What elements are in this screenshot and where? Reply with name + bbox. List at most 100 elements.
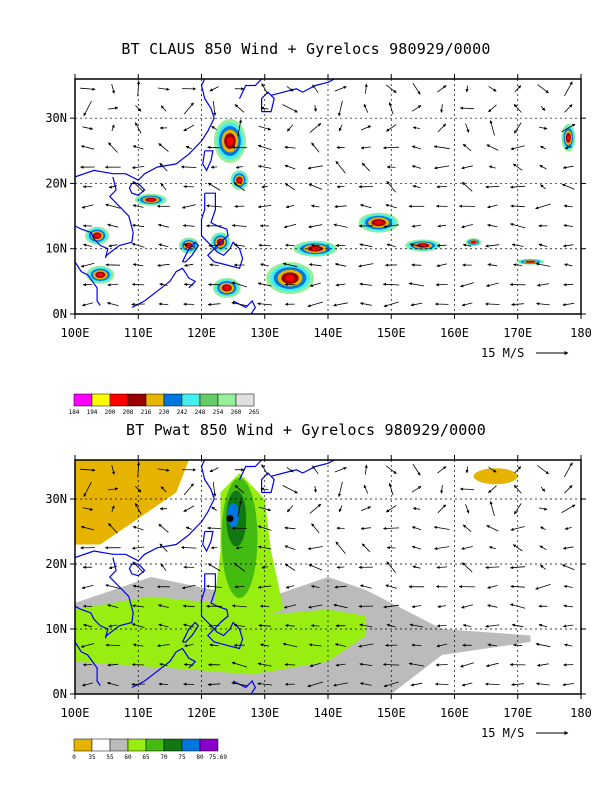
wind-arrow — [563, 663, 574, 667]
panel-bottom: 100E 110E 120E 130E 140E 150E 160E 170E 180 0N 10N… — [45, 455, 592, 761]
wind-arrow — [359, 243, 373, 248]
wind-arrow — [536, 682, 550, 686]
wind-arrow — [409, 623, 424, 628]
wind-arrow — [536, 283, 549, 287]
wind-arrow — [564, 526, 572, 530]
x-tick-label: 180 — [570, 326, 592, 340]
wind-arrow — [563, 584, 573, 589]
wind-arrow — [359, 584, 372, 589]
wind-arrow — [562, 302, 575, 307]
wind-arrow — [105, 203, 121, 209]
wind-arrow — [435, 283, 448, 287]
wind-arrow — [80, 145, 95, 150]
coastline — [75, 641, 101, 686]
colorbar-label: 200 — [105, 409, 116, 416]
x-tick-label: 160E — [440, 326, 469, 340]
panel-top: 100E 110E 120E 130E 140E 150E 160E 170E 180 0N 10N… — [45, 74, 592, 416]
wind-arrow — [561, 504, 576, 513]
colorbar-swatch — [181, 738, 201, 752]
cloud-cluster-ring — [566, 134, 570, 141]
wind-arrow — [489, 500, 495, 517]
wind-arrow — [539, 545, 547, 551]
wind-arrow — [383, 604, 399, 609]
wind-arrow — [562, 546, 574, 550]
wind-arrow — [386, 124, 397, 132]
wind-arrow — [231, 604, 247, 608]
wind-arrow — [209, 467, 219, 473]
wind-arrow — [512, 163, 523, 171]
wind-arrow — [261, 185, 268, 189]
wind-arrow — [261, 83, 269, 95]
wind-arrow — [511, 623, 524, 628]
wind-arrow — [210, 165, 218, 169]
coastline — [75, 176, 134, 259]
coastline — [270, 460, 335, 477]
coastline — [131, 647, 197, 689]
wind-arrow — [411, 105, 422, 112]
wind-arrow — [485, 565, 500, 570]
wind-arrow — [513, 104, 522, 113]
wind-arrow — [411, 165, 422, 169]
wind-arrow — [564, 81, 573, 97]
wind-arrow — [563, 204, 573, 208]
colorbar-label: 194 — [87, 409, 98, 416]
colorbar-swatch — [199, 393, 219, 407]
wind-arrow — [233, 623, 245, 627]
wind-arrow — [80, 525, 95, 531]
wind-arrow — [461, 224, 474, 229]
y-tick-label: 0N — [53, 687, 67, 701]
wind-arrow — [180, 545, 197, 550]
wind-arrow — [459, 487, 475, 491]
wind-arrow — [257, 585, 272, 589]
wind-arrow — [284, 282, 296, 287]
wind-arrow — [207, 182, 221, 191]
colorbar-swatch — [163, 393, 183, 407]
wind-arrow — [436, 243, 447, 248]
wind-arrow — [535, 203, 551, 210]
wind-arrow — [260, 263, 270, 267]
wind-arrow — [411, 526, 422, 531]
wind-arrow — [105, 643, 121, 647]
wind-arrow — [260, 643, 270, 647]
coastline — [75, 79, 215, 181]
wind-arrow — [540, 486, 546, 492]
wind-arrow — [231, 281, 248, 288]
wind-arrow — [183, 483, 194, 496]
wind-arrow — [440, 485, 444, 494]
wind-arrow — [489, 120, 495, 136]
x-tick-label: 160E — [440, 706, 469, 720]
x-tick-label: 100E — [61, 706, 90, 720]
wind-arrow — [409, 243, 424, 248]
wind-arrow — [159, 282, 168, 286]
wind-arrow — [564, 462, 573, 478]
wind-arrow — [286, 86, 294, 92]
wind-arrow — [363, 103, 369, 113]
wind-arrow — [311, 523, 320, 534]
wind-arrow — [513, 122, 522, 134]
colorbar-label: 80 — [196, 754, 204, 761]
wind-arrow — [382, 662, 400, 667]
wind-arrow — [231, 681, 248, 687]
wind-arrow — [108, 142, 118, 153]
wind-arrow — [286, 467, 294, 473]
colorbar-swatch — [91, 393, 111, 407]
coastline — [75, 261, 101, 306]
wind-arrow — [237, 119, 242, 137]
wind-arrow — [131, 165, 145, 170]
wind-arrow — [510, 204, 525, 208]
wind-arrow — [131, 623, 145, 628]
wind-arrow — [185, 526, 192, 530]
wind-arrow — [284, 663, 296, 667]
wind-arrow — [514, 466, 522, 474]
wind-arrow — [434, 165, 450, 170]
wind-arrow — [211, 125, 217, 131]
wind-arrow — [111, 464, 116, 475]
wind-arrow — [386, 505, 397, 513]
wind-arrow — [82, 126, 94, 131]
wind-arrow — [510, 526, 525, 531]
wind-arrow — [411, 224, 422, 228]
wind-arrow — [136, 461, 141, 478]
wind-arrow — [563, 224, 574, 228]
wind-arrow — [132, 204, 144, 208]
wind-arrow — [561, 123, 576, 133]
